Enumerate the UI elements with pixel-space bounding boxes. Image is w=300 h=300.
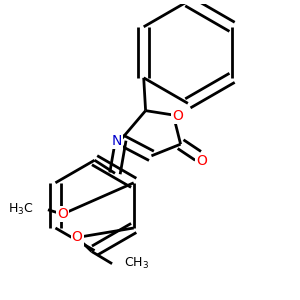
Text: CH$_3$: CH$_3$ bbox=[124, 256, 149, 271]
Text: O: O bbox=[196, 154, 207, 168]
Text: O: O bbox=[72, 230, 83, 244]
Text: O: O bbox=[57, 207, 68, 221]
Text: N: N bbox=[111, 134, 122, 148]
Text: O: O bbox=[172, 109, 183, 123]
Text: H$_3$C: H$_3$C bbox=[8, 202, 33, 217]
